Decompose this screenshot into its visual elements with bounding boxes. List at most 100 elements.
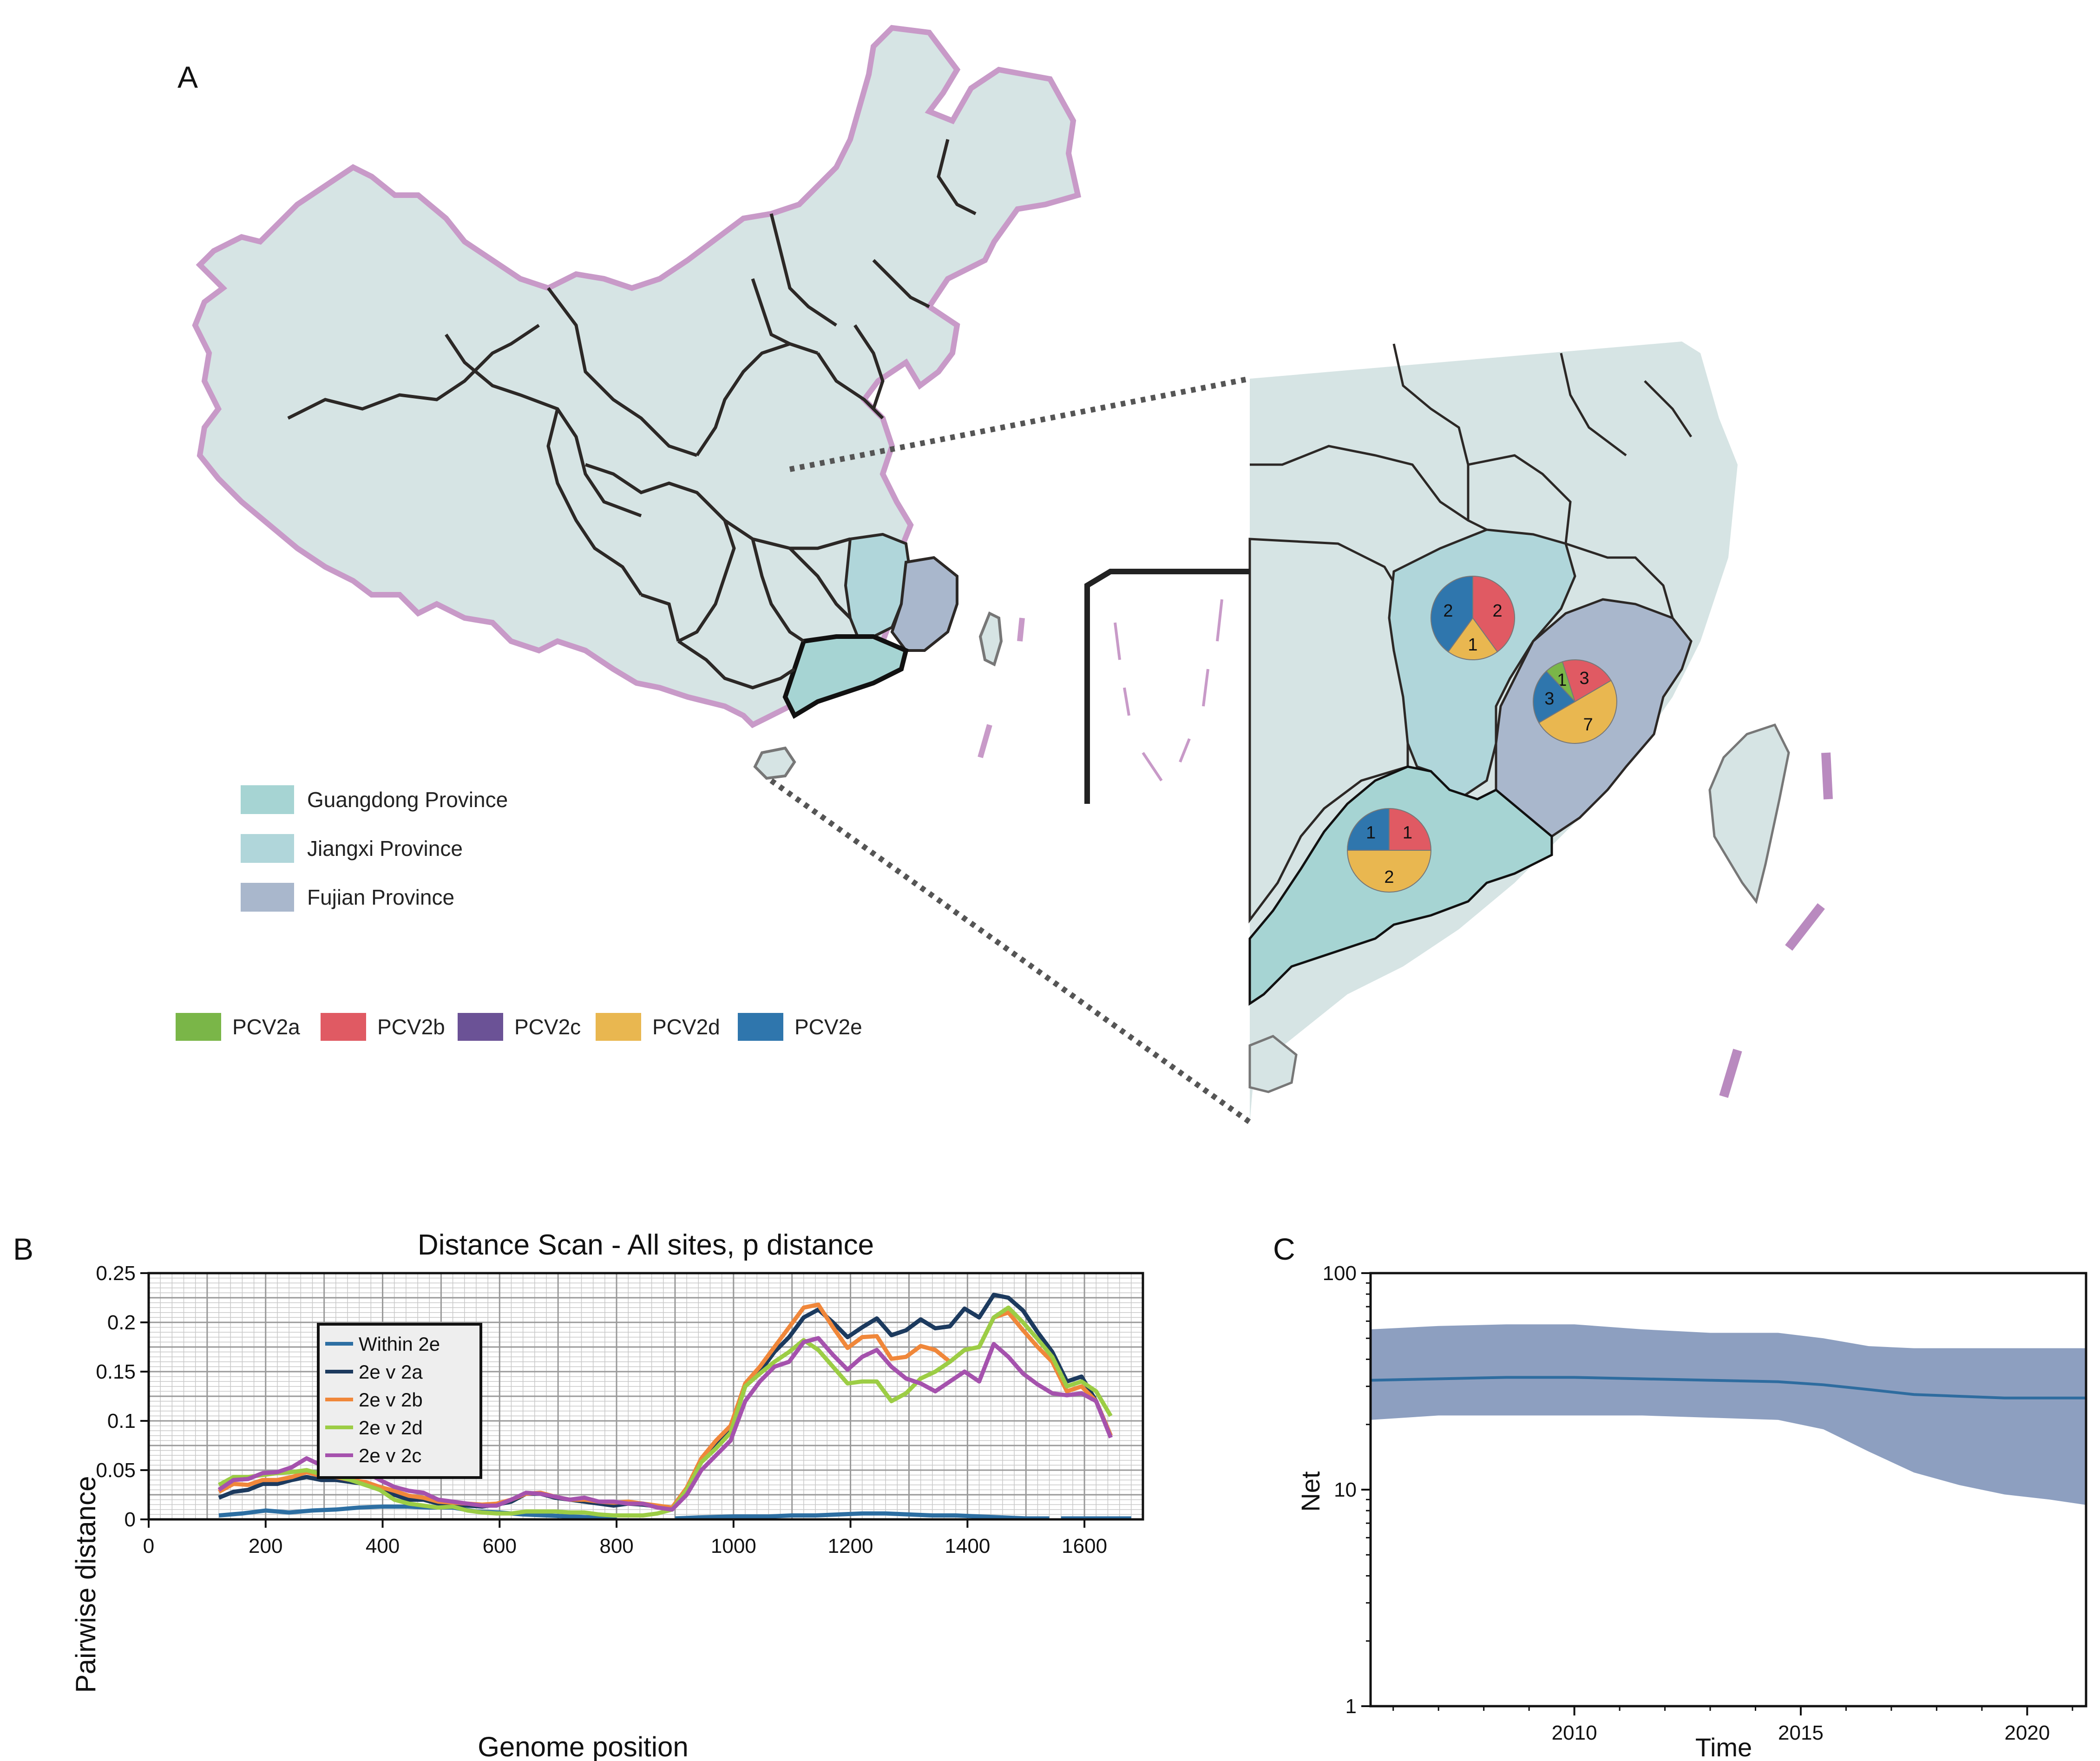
inset-hainan — [1248, 1035, 1298, 1093]
hainan-island — [753, 746, 796, 780]
chart-b-yticks: 0 0.05 0.1 0.15 0.2 0.25 — [96, 1262, 149, 1531]
genotype-legend-label: PCV2d — [652, 1015, 720, 1039]
pie-count-label: 1 — [1403, 823, 1412, 843]
legend-label: 2e v 2b — [359, 1389, 423, 1411]
legend-label: 2e v 2c — [359, 1445, 421, 1466]
chart-b-xlabel: Genome position — [478, 1731, 689, 1761]
pie-count-label: 1 — [1366, 823, 1376, 843]
series-line-within-2e — [218, 1504, 617, 1521]
hpd-band — [1371, 1324, 2086, 1505]
x-tick-label: 2010 — [1552, 1722, 1597, 1744]
pie-slice-pcv2b — [1472, 575, 1515, 653]
x-tick-label: 0 — [143, 1535, 154, 1557]
chart-b-xticks: 0 200 400 600 800 1000 1200 1400 1600 — [143, 1519, 1107, 1557]
genotype-legend-label: PCV2e — [794, 1015, 862, 1039]
panel-label-b: B — [13, 1232, 34, 1266]
skyline-chart: 2010 2015 2020 1 10 100 Time Net — [1296, 1262, 2087, 1761]
pie-count-label: 2 — [1492, 601, 1502, 621]
x-tick-label: 2015 — [1778, 1722, 1824, 1744]
genotype-legend-item: PCV2a — [176, 1013, 300, 1041]
x-tick-label: 400 — [366, 1535, 400, 1557]
zoom-connector-top — [789, 376, 1251, 472]
province-swatch — [241, 834, 294, 863]
inset-taiwan — [1708, 723, 1790, 904]
y-tick-label: 10 — [1334, 1478, 1357, 1501]
pie-slice-pcv2d — [1447, 617, 1498, 660]
pie-slice-pcv2b — [1562, 659, 1612, 703]
chart-c-ticks: 2010 2015 2020 1 10 100 — [1323, 1262, 2074, 1744]
genotype-swatch — [596, 1013, 641, 1041]
legend-label: Within 2e — [359, 1333, 440, 1355]
y-tick-label: 100 — [1323, 1262, 1357, 1285]
chart-c-band-layer — [1370, 1324, 2086, 1505]
province-legend-label: Guangdong Province — [307, 788, 508, 812]
pie-count-label: 1 — [1468, 635, 1477, 655]
y-tick-label: 1 — [1345, 1695, 1357, 1718]
x-tick-label: 800 — [599, 1535, 633, 1557]
pie-count-label: 2 — [1443, 601, 1453, 621]
legend-label: 2e v 2a — [359, 1361, 423, 1383]
pie-count-label: 7 — [1583, 715, 1593, 735]
x-tick-label: 1200 — [828, 1535, 873, 1557]
pie-slice-pcv2e — [1431, 575, 1473, 653]
genotype-swatch — [176, 1013, 221, 1041]
province-swatch — [241, 785, 294, 814]
pie-slice-pcv2d — [1538, 680, 1617, 744]
y-tick-label: 0.1 — [107, 1410, 136, 1432]
genotype-legend-label: PCV2a — [232, 1015, 300, 1039]
y-tick-label: 0.2 — [107, 1311, 136, 1334]
y-tick-label: 0.25 — [96, 1262, 136, 1285]
genotype-swatch — [738, 1013, 783, 1041]
chart-b-legend: Within 2e 2e v 2a 2e v 2b 2e v 2d 2e v 2… — [317, 1323, 482, 1479]
distance-scan-chart: Distance Scan - All sites, p distance 0 2… — [70, 1229, 1144, 1761]
pie-count-label: 3 — [1544, 689, 1554, 709]
genotype-legend-item: PCV2d — [596, 1013, 720, 1041]
chart-c-ylabel: Net — [1296, 1471, 1325, 1512]
chart-c-xlabel: Time — [1695, 1733, 1752, 1761]
pie-slice-pcv2b — [1389, 808, 1432, 851]
province-legend-item: Guangdong Province — [241, 785, 508, 814]
pie-slice-pcv2d — [1346, 850, 1432, 893]
x-tick-label: 1400 — [945, 1535, 990, 1557]
pie-count-label: 3 — [1580, 669, 1589, 688]
series-line-2e-v-2d — [217, 1305, 1113, 1518]
fujian-region — [890, 556, 958, 652]
genotype-legend-item: PCV2e — [738, 1013, 862, 1041]
genotype-swatch — [321, 1013, 366, 1041]
y-tick-label: 0.15 — [96, 1360, 136, 1383]
genotype-legend-label: PCV2b — [377, 1015, 445, 1039]
series-line-within-2e — [675, 1511, 1050, 1521]
province-legend-item: Fujian Province — [241, 883, 454, 912]
chart-b-title: Distance Scan - All sites, p distance — [418, 1229, 874, 1261]
guangdong-region — [782, 634, 909, 719]
chart-b-grid — [148, 1272, 1144, 1520]
x-tick-label: 1600 — [1062, 1535, 1107, 1557]
chart-b-frame — [147, 1272, 1144, 1521]
zoom-connector-bottom — [769, 778, 1252, 1124]
inset-nine-dash — [1719, 752, 1833, 1098]
inset-locator-bracket — [1084, 569, 1250, 804]
x-tick-label: 600 — [483, 1535, 517, 1557]
nine-dash-line-small — [978, 618, 1025, 758]
genotype-legend-item: PCV2c — [458, 1013, 581, 1041]
pie-slice-pcv2e — [1533, 670, 1576, 723]
y-tick-label: 0.05 — [96, 1459, 136, 1482]
inset-locator-dashes — [1114, 599, 1223, 782]
legend-label: 2e v 2d — [359, 1417, 423, 1439]
genotype-legend-label: PCV2c — [514, 1015, 581, 1039]
y-tick-label: 0 — [125, 1508, 136, 1531]
pie-count-label: 2 — [1384, 867, 1394, 887]
panel-label-c: C — [1273, 1232, 1295, 1266]
x-tick-label: 2020 — [2004, 1722, 2050, 1744]
chart-b-ylabel: Pairwise distance — [70, 1476, 101, 1693]
province-legend-label: Jiangxi Province — [307, 836, 463, 861]
x-tick-label: 200 — [249, 1535, 282, 1557]
taiwan-island — [978, 611, 1003, 667]
province-legend-item: Jiangxi Province — [241, 834, 463, 863]
genotype-swatch — [458, 1013, 503, 1041]
median-line — [1370, 1376, 2086, 1400]
province-legend-label: Fujian Province — [307, 885, 455, 909]
x-tick-label: 1000 — [711, 1535, 756, 1557]
